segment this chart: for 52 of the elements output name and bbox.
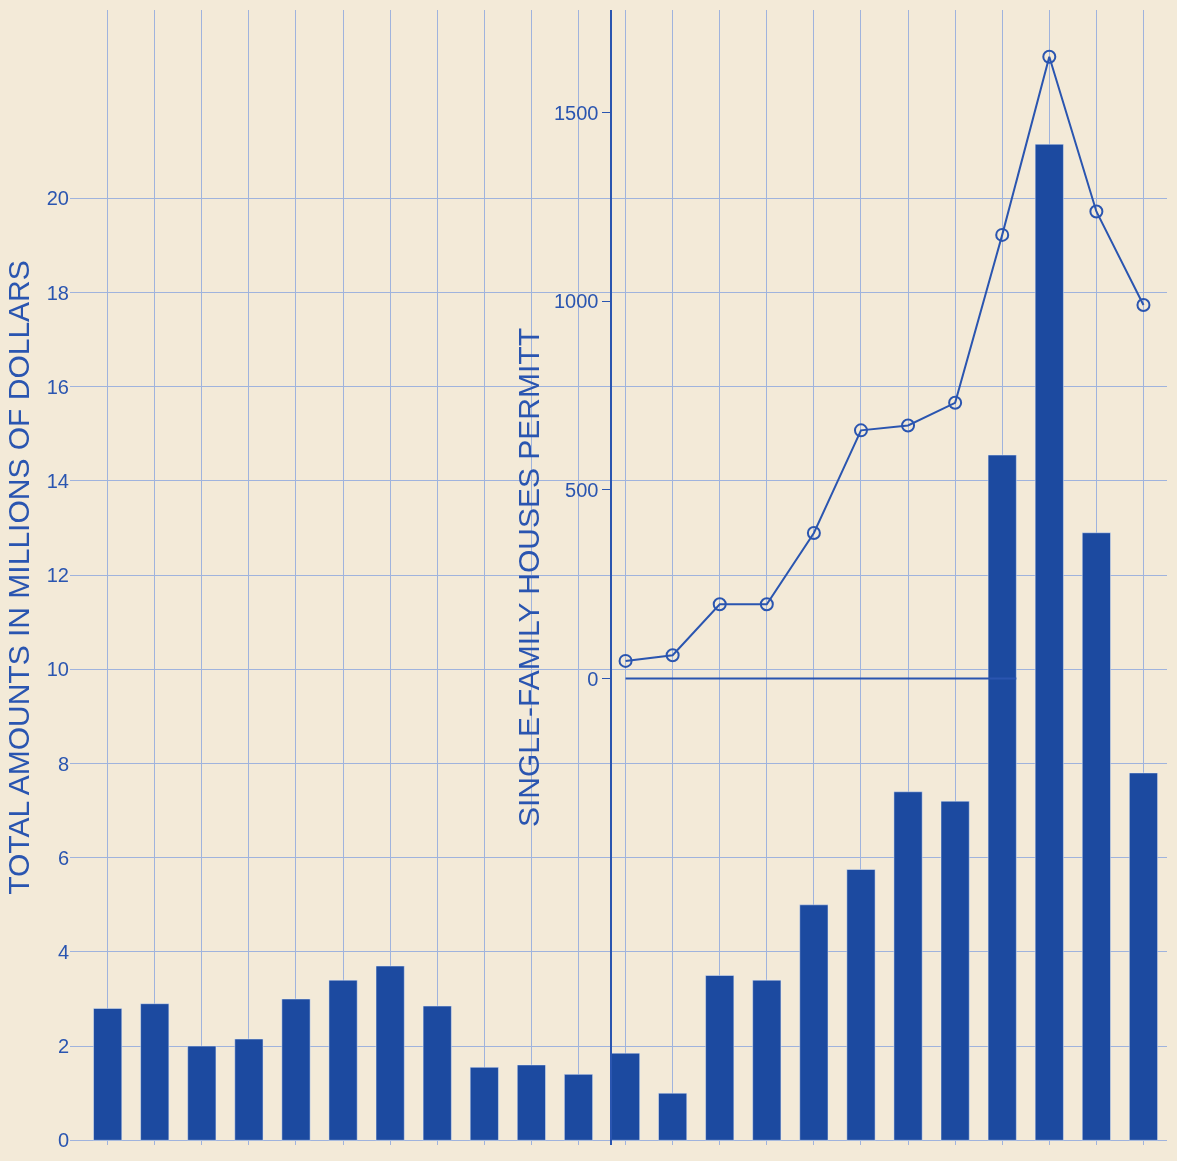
bar <box>422 1005 452 1141</box>
y-tick-label: 20 <box>46 187 69 210</box>
y-tick-label: 10 <box>46 658 69 681</box>
y-tick-label: 14 <box>46 469 69 492</box>
bar <box>893 791 923 1141</box>
bar <box>281 998 311 1141</box>
y2-tick-label: 1000 <box>553 290 599 313</box>
y-tick-label: 8 <box>57 752 69 775</box>
bar <box>658 1092 688 1141</box>
bar <box>611 1052 640 1141</box>
point <box>948 395 963 410</box>
bar <box>140 1003 170 1141</box>
y-tick-label: 4 <box>57 940 69 963</box>
y-tick-label: 6 <box>57 846 69 869</box>
bar <box>799 904 829 1141</box>
point <box>712 597 727 612</box>
bar <box>705 975 735 1141</box>
bar <box>469 1067 499 1141</box>
y-tick-label: 2 <box>57 1035 69 1058</box>
bar <box>987 454 1017 1141</box>
bar <box>564 1074 593 1141</box>
y2-axis-title: SINGLE-FAMILY HOUSES PERMITT <box>512 328 546 827</box>
bar <box>1034 143 1064 1141</box>
point <box>665 648 680 663</box>
y-tick-label: 0 <box>57 1129 69 1152</box>
point <box>853 423 868 438</box>
bar <box>234 1038 264 1141</box>
point <box>618 653 633 668</box>
y-tick-label: 16 <box>46 375 69 398</box>
point <box>901 418 916 433</box>
y2-tick-label: 500 <box>565 478 599 501</box>
bar <box>1082 532 1111 1141</box>
point <box>806 525 821 540</box>
y2-tick-label: 0 <box>587 667 599 690</box>
y-axis-title: TOTAL AMOUNTS IN MILLIONS OF DOLLARS <box>1 260 35 895</box>
bar <box>517 1064 546 1141</box>
bar <box>1129 772 1158 1141</box>
point <box>759 597 774 612</box>
bar <box>328 979 358 1141</box>
bar <box>187 1045 217 1141</box>
y-tick-label: 18 <box>46 281 69 304</box>
bar <box>846 869 876 1141</box>
y2-tick-label: 1500 <box>553 101 599 124</box>
point <box>1136 298 1151 313</box>
y-tick-label: 12 <box>46 564 69 587</box>
bar <box>93 1008 123 1141</box>
point <box>995 227 1010 242</box>
bar <box>375 965 405 1141</box>
bar <box>752 979 782 1141</box>
bar <box>940 800 970 1141</box>
point <box>1089 204 1104 219</box>
point <box>1042 49 1057 64</box>
